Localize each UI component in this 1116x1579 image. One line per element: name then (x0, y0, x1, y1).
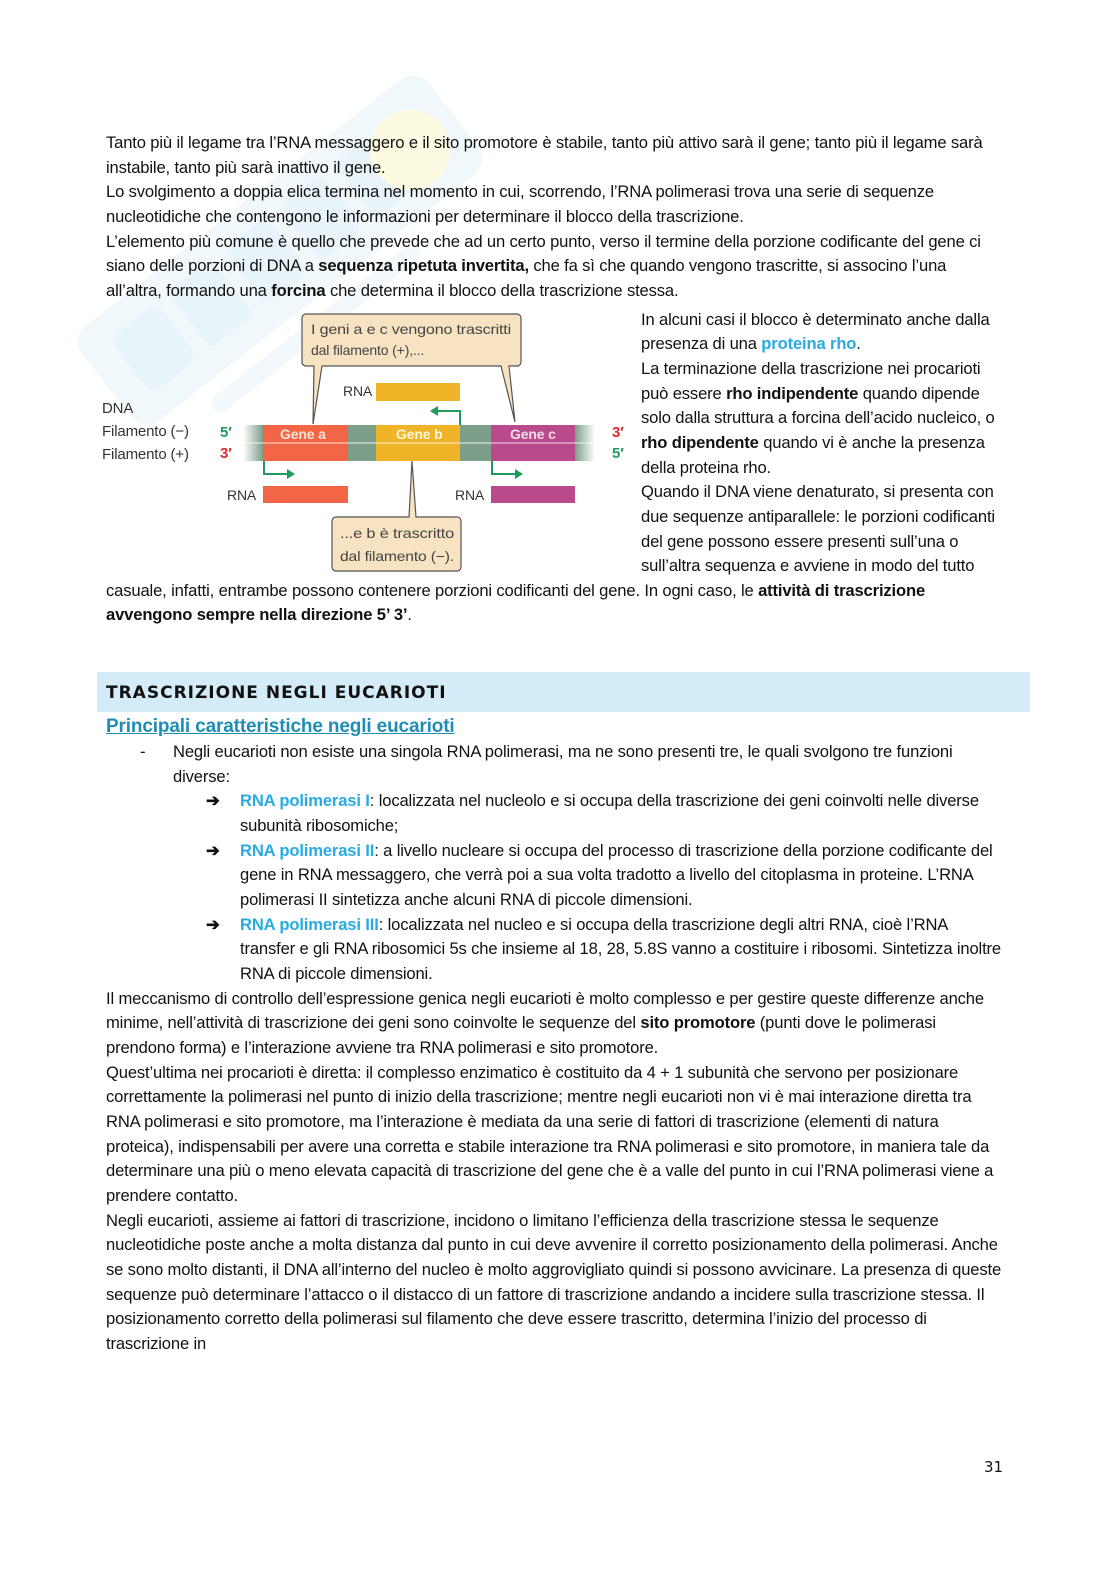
text-run: che determina il blocco della trascrizio… (325, 280, 679, 300)
side-paragraph-2: La terminazione della trascrizione nei p… (106, 357, 1002, 480)
list-item: - Negli eucarioti non esiste una singola… (106, 740, 1002, 789)
three-prime-left: 3′ (220, 445, 232, 462)
rna-label-a: RNA (227, 487, 257, 503)
rna-a-bar (263, 485, 348, 503)
bold-text: sequenza ripetuta invertita, (318, 256, 529, 276)
side-paragraph-1: In alcuni casi il blocco è determinato a… (106, 308, 1002, 357)
side-paragraph-3: Quando il DNA viene denaturato, si prese… (106, 480, 1002, 628)
text-run: che fa sì che quando vengono trascritte,… (106, 256, 947, 300)
list-item-text: RNA polimerasi III: localizzata nel nucl… (240, 915, 1001, 983)
text-run: Quando il DNA viene denaturato, si prese… (106, 482, 995, 600)
dash-bullet: - (140, 742, 146, 762)
list-item-text: RNA polimerasi I: localizzata nel nucleo… (240, 791, 979, 835)
gene-transcription-diagram: I geni a e c vengono trascritti dal fila… (100, 304, 641, 574)
list-item-text: RNA polimerasi II: a livello nucleare si… (240, 841, 993, 909)
arrow-bullet-icon: ➔ (206, 791, 220, 811)
five-prime-left: 5′ (220, 424, 232, 441)
section-heading: TRASCRIZIONE NEGLI EUCARIOTI (97, 672, 1030, 713)
text-run: . (407, 605, 412, 625)
callout-top-line1: I geni a e c vengono trascritti (311, 321, 511, 337)
arrow-right-icon (287, 468, 295, 479)
text-run: Negli eucarioti, assieme ai fattori di t… (106, 1210, 1002, 1353)
bold-text: rho dipendente (641, 432, 759, 452)
bold-text: attività di trascrizione avvengono sempr… (106, 580, 926, 625)
list-item-text: Negli eucarioti non esiste una singola R… (173, 742, 953, 786)
intro-paragraph-2: Lo svolgimento a doppia elica termina ne… (106, 180, 1002, 229)
text-run: Tanto più il legame tra l’RNA messaggero… (106, 133, 983, 177)
list-item-rna-pol-3: ➔ RNA polimerasi III: localizzata nel nu… (106, 913, 1002, 987)
arrow-right-icon (515, 468, 523, 479)
gene-c-label: Gene c (510, 426, 556, 442)
closing-paragraph-1: Il meccanismo di controllo dell’espressi… (106, 987, 1002, 1061)
strand-minus-label: Filamento (−) (102, 423, 189, 440)
callout-bottom-line2: dal filamento (−). (340, 548, 454, 564)
dna-double-strand (243, 424, 595, 461)
callout-top-line2: dal filamento (+),... (311, 342, 424, 358)
callout-top: I geni a e c vengono trascritti dal fila… (301, 312, 522, 424)
bold-text: sito promotore (640, 1013, 756, 1033)
callout-bottom: ...e b è trascritto dal filamento (−). (331, 460, 462, 572)
document-page: Tanto più il legame tra l’RNA messaggero… (97, 131, 1030, 1357)
list-item-rna-pol-2: ➔ RNA polimerasi II: a livello nucleare … (106, 839, 1002, 913)
dna-label: DNA (102, 400, 133, 417)
bold-text: rho indipendente (726, 383, 859, 403)
text-run: : a livello nucleare si occupa del proce… (240, 840, 993, 910)
highlight-term: RNA polimerasi II (240, 840, 375, 860)
highlight-term: RNA polimerasi I (240, 791, 370, 811)
list-item-rna-pol-1: ➔ RNA polimerasi I: localizzata nel nucl… (106, 789, 1002, 838)
three-prime-right: 3′ (612, 424, 624, 441)
highlight-term: proteina rho (761, 334, 857, 354)
gene-a-label: Gene a (280, 426, 326, 442)
text-run: Il meccanismo di controllo dell’espressi… (106, 988, 984, 1033)
text-run: Quest’ultima nei procarioti è diretta: i… (106, 1062, 994, 1205)
rna-label-c: RNA (455, 487, 485, 503)
text-run: quando vi è anche la presenza della prot… (641, 432, 985, 477)
bold-text: forcina (271, 280, 326, 300)
text-run: : localizzata nel nucleolo e si occupa d… (240, 791, 979, 836)
rna-b-bar (376, 382, 460, 401)
text-run: (punti dove le polimerasi prendono forma… (106, 1013, 936, 1057)
intro-paragraph-3: L’elemento più comune è quello che preve… (106, 230, 1002, 304)
strand-plus-label: Filamento (+) (102, 446, 189, 463)
rna-label-b: RNA (343, 383, 373, 399)
text-run: . (856, 334, 861, 354)
text-run: La terminazione della trascrizione nei p… (641, 358, 981, 403)
callout-bottom-line1: ...e b è trascritto (340, 525, 454, 541)
highlight-term: RNA polimerasi III (240, 914, 379, 934)
promoter-arrows (263, 409, 516, 475)
rna-c-bar (491, 485, 575, 503)
text-run: Negli eucarioti non esiste una singola R… (173, 742, 953, 786)
text-run: Lo svolgimento a doppia elica termina ne… (106, 182, 934, 226)
closing-paragraph-2: Quest’ultima nei procarioti è diretta: i… (106, 1061, 1002, 1209)
gene-b-label: Gene b (396, 426, 443, 442)
arrow-left-icon (430, 405, 438, 416)
text-run: : localizzata nel nucleo e si occupa del… (240, 914, 1002, 984)
arrow-bullet-icon: ➔ (206, 914, 220, 934)
intro-paragraph-1: Tanto più il legame tra l’RNA messaggero… (106, 131, 1002, 180)
text-run: In alcuni casi il blocco è determinato a… (641, 309, 990, 354)
arrow-bullet-icon: ➔ (206, 840, 220, 860)
page-number: 31 (984, 1458, 1004, 1476)
text-run: quando dipende solo dalla struttura a fo… (641, 383, 995, 428)
subheading: Principali caratteristiche negli eucario… (106, 716, 455, 738)
closing-paragraph-3: Negli eucarioti, assieme ai fattori di t… (106, 1209, 1002, 1357)
five-prime-right: 5′ (612, 445, 624, 462)
text-run: L’elemento più comune è quello che preve… (106, 231, 981, 276)
